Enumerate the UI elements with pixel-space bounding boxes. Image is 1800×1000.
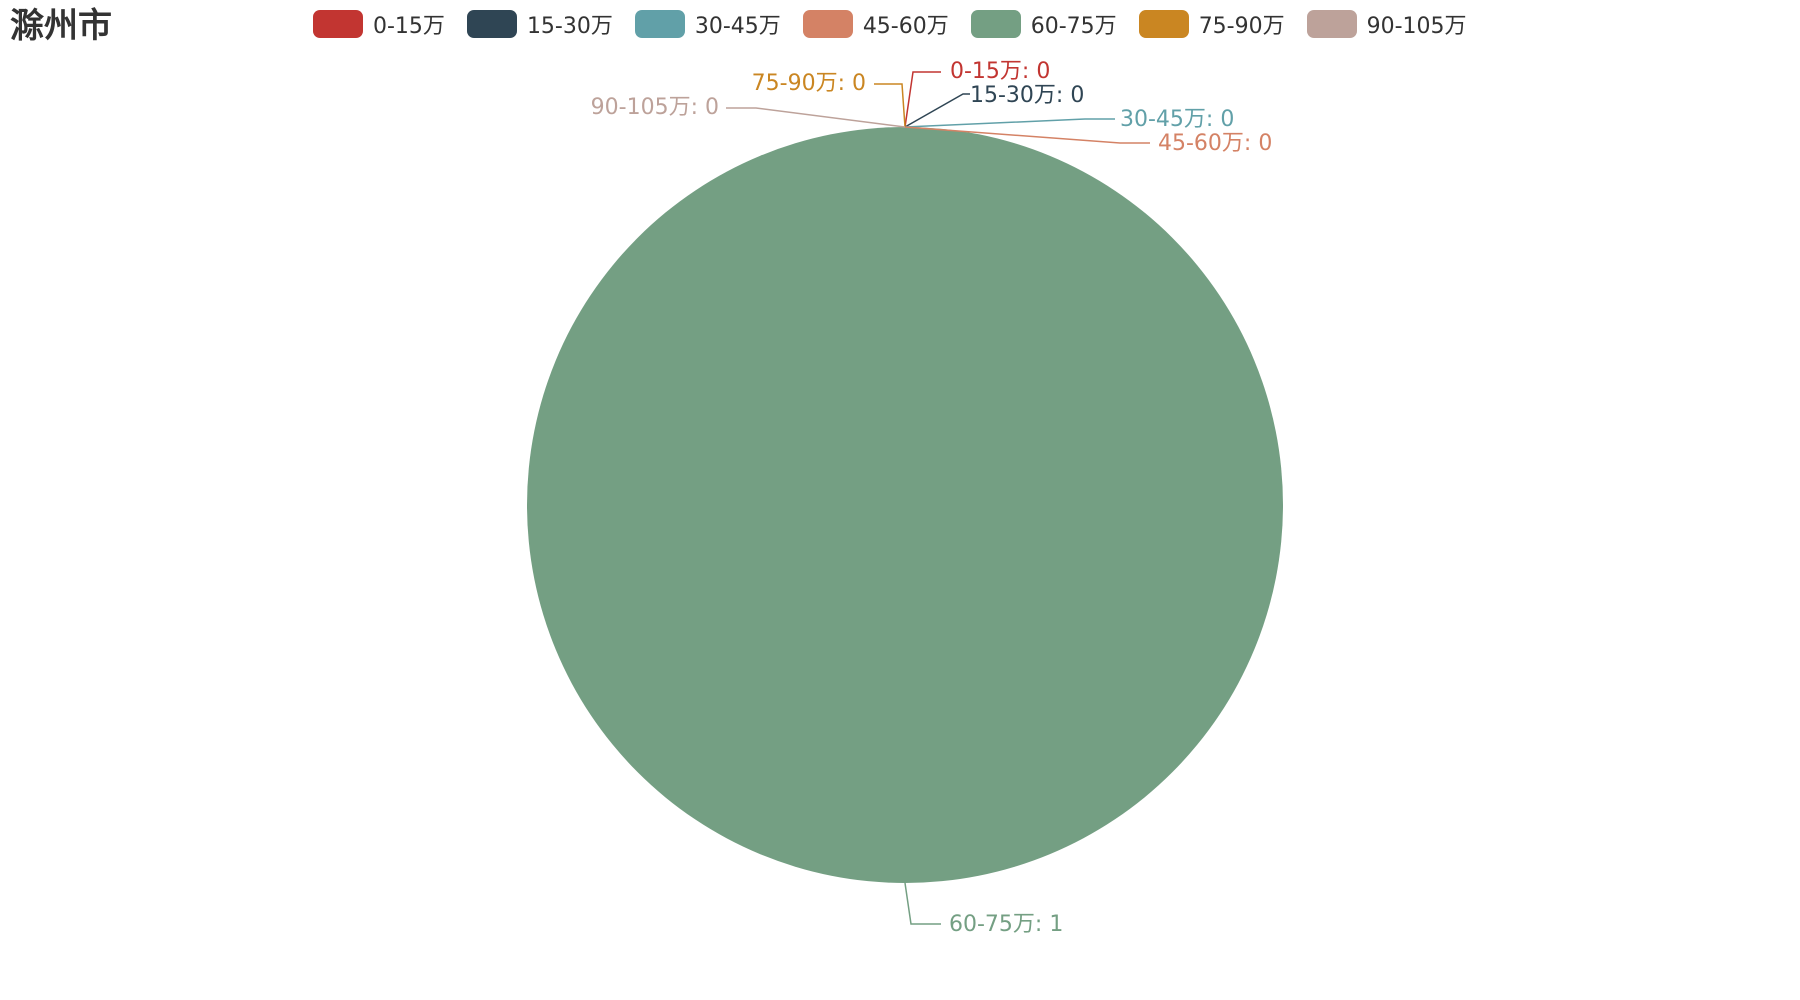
- label-leader-line: [904, 93, 970, 128]
- legend-swatch: [970, 10, 1021, 38]
- legend-label: 60-75万: [1030, 14, 1117, 39]
- legend-item[interactable]: 90-105万: [1306, 8, 1467, 40]
- slice-label: 90-105万: 0: [591, 95, 719, 120]
- legend-item[interactable]: 30-45万: [634, 8, 781, 40]
- legend-item[interactable]: 45-60万: [802, 8, 949, 40]
- legend-label: 15-30万: [526, 14, 613, 39]
- legend-label: 75-90万: [1198, 14, 1285, 39]
- slice-label: 45-60万: 0: [1158, 131, 1272, 156]
- label-leader-line: [904, 118, 1115, 128]
- pie-slice[interactable]: [527, 127, 1283, 883]
- legend-swatch: [313, 10, 363, 38]
- legend-item[interactable]: 75-90万: [1138, 8, 1285, 40]
- label-leader-line: [726, 107, 906, 128]
- legend-item[interactable]: 0-15万: [313, 8, 445, 40]
- slice-label: 60-75万: 1: [949, 912, 1063, 937]
- label-leader-line: [874, 83, 906, 128]
- slice-label: 75-90万: 0: [752, 71, 866, 96]
- legend-swatch: [802, 10, 853, 38]
- legend-label: 45-60万: [862, 14, 949, 39]
- legend: 0-15万 15-30万 30-45万 45-60万 60-75万 75-90万 90-10…: [313, 9, 1489, 39]
- slice-label: 30-45万: 0: [1120, 107, 1234, 132]
- legend-item[interactable]: 60-75万: [970, 8, 1117, 40]
- label-leader-line: [904, 71, 941, 128]
- slice-label: 15-30万: 0: [970, 83, 1084, 108]
- legend-label: 30-45万: [694, 14, 781, 39]
- chart-title: 滁州市: [10, 6, 112, 46]
- legend-label: 0-15万: [373, 14, 445, 39]
- legend-swatch: [1306, 10, 1357, 38]
- legend-swatch: [466, 10, 517, 38]
- legend-swatch: [634, 10, 685, 38]
- legend-swatch: [1138, 10, 1189, 38]
- label-leader-line: [904, 882, 941, 925]
- label-leader-line: [904, 126, 1150, 144]
- legend-label: 90-105万: [1366, 14, 1467, 39]
- slice-label: 0-15万: 0: [950, 59, 1050, 84]
- legend-item[interactable]: 15-30万: [466, 8, 613, 40]
